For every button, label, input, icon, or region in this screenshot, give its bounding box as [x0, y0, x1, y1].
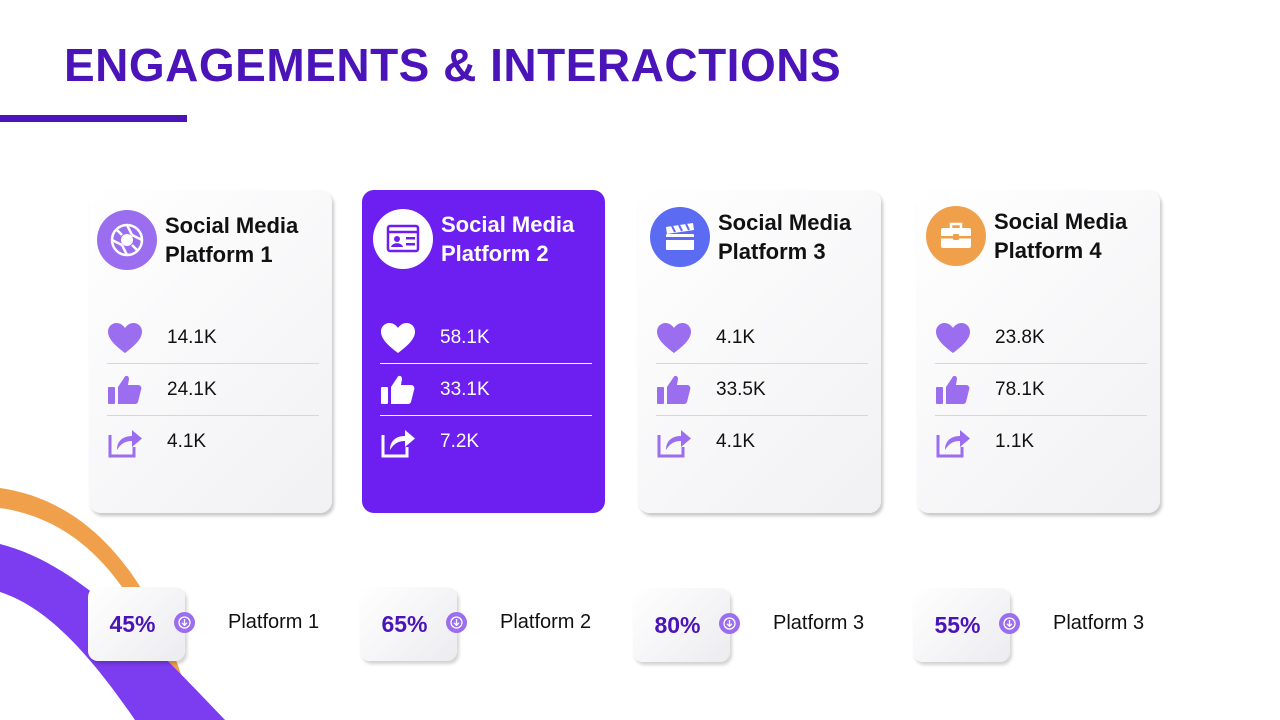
heart-icon [656, 320, 696, 356]
thumbs-up-value: 78.1K [995, 378, 1045, 400]
heart-icon [107, 320, 147, 356]
arrow-down-circle-icon [174, 612, 195, 633]
metric-thumbs-up: 33.1K [380, 364, 592, 416]
thumbs-up-value: 33.1K [440, 378, 490, 400]
stat-label: Platform 3 [1053, 612, 1145, 634]
share-icon [107, 424, 147, 460]
metric-shares: 1.1K [935, 416, 1147, 467]
shares-value: 1.1K [995, 430, 1035, 452]
clapperboard-icon [650, 207, 710, 267]
platform-name: Social Media Platform 2 [441, 212, 575, 266]
metric-likes: 58.1K [380, 312, 592, 364]
arrow-down-circle-icon [446, 612, 467, 633]
shares-value: 7.2K [440, 430, 480, 452]
platform-name: Social Media Platform 4 [994, 209, 1128, 263]
shares-value: 4.1K [167, 430, 207, 452]
thumbs-up-icon [107, 372, 147, 408]
metric-likes: 14.1K [107, 312, 319, 364]
thumbs-up-icon [935, 372, 975, 408]
heart-icon [380, 320, 420, 356]
thumbs-up-icon [656, 372, 696, 408]
likes-value: 14.1K [167, 326, 217, 348]
metric-shares: 7.2K [380, 416, 592, 467]
camera-shutter-icon [97, 210, 157, 270]
arrow-down-circle-icon [719, 613, 740, 634]
share-icon [935, 424, 975, 460]
metric-thumbs-up: 24.1K [107, 364, 319, 416]
metric-likes: 23.8K [935, 312, 1147, 364]
likes-value: 58.1K [440, 326, 490, 348]
metric-thumbs-up: 33.5K [656, 364, 868, 416]
platform-card-4[interactable]: Social Media Platform 4 23.8K 78.1K 1.1K [917, 190, 1160, 513]
share-icon [380, 424, 420, 460]
metric-shares: 4.1K [656, 416, 868, 467]
metric-shares: 4.1K [107, 416, 319, 467]
platform-name: Social Media Platform 1 [165, 213, 299, 267]
metric-thumbs-up: 78.1K [935, 364, 1147, 416]
heart-icon [935, 320, 975, 356]
stat-label: Platform 2 [500, 611, 592, 633]
thumbs-up-icon [380, 372, 420, 408]
thumbs-up-value: 33.5K [716, 378, 766, 400]
percent-value: 55% [913, 588, 1010, 662]
likes-value: 4.1K [716, 326, 756, 348]
arrow-down-circle-icon [999, 613, 1020, 634]
percent-value: 65% [360, 587, 457, 661]
stat-label: Platform 1 [228, 611, 320, 633]
page-title: ENGAGEMENTS & INTERACTIONS [64, 39, 842, 91]
title-underline [0, 115, 187, 122]
share-icon [656, 424, 696, 460]
platform-card-1[interactable]: Social Media Platform 1 14.1K 24.1K 4.1K [89, 190, 332, 513]
video-profile-icon [373, 209, 433, 269]
briefcase-icon [926, 206, 986, 266]
platform-name: Social Media Platform 3 [718, 210, 852, 264]
stat-label: Platform 3 [773, 612, 865, 634]
likes-value: 23.8K [995, 326, 1045, 348]
percent-value: 80% [633, 588, 730, 662]
platform-card-2[interactable]: Social Media Platform 2 58.1K 33.1K 7.2K [362, 190, 605, 513]
percent-value: 45% [88, 587, 185, 661]
shares-value: 4.1K [716, 430, 756, 452]
thumbs-up-value: 24.1K [167, 378, 217, 400]
platform-card-3[interactable]: Social Media Platform 3 4.1K 33.5K 4.1K [638, 190, 881, 513]
metric-likes: 4.1K [656, 312, 868, 364]
